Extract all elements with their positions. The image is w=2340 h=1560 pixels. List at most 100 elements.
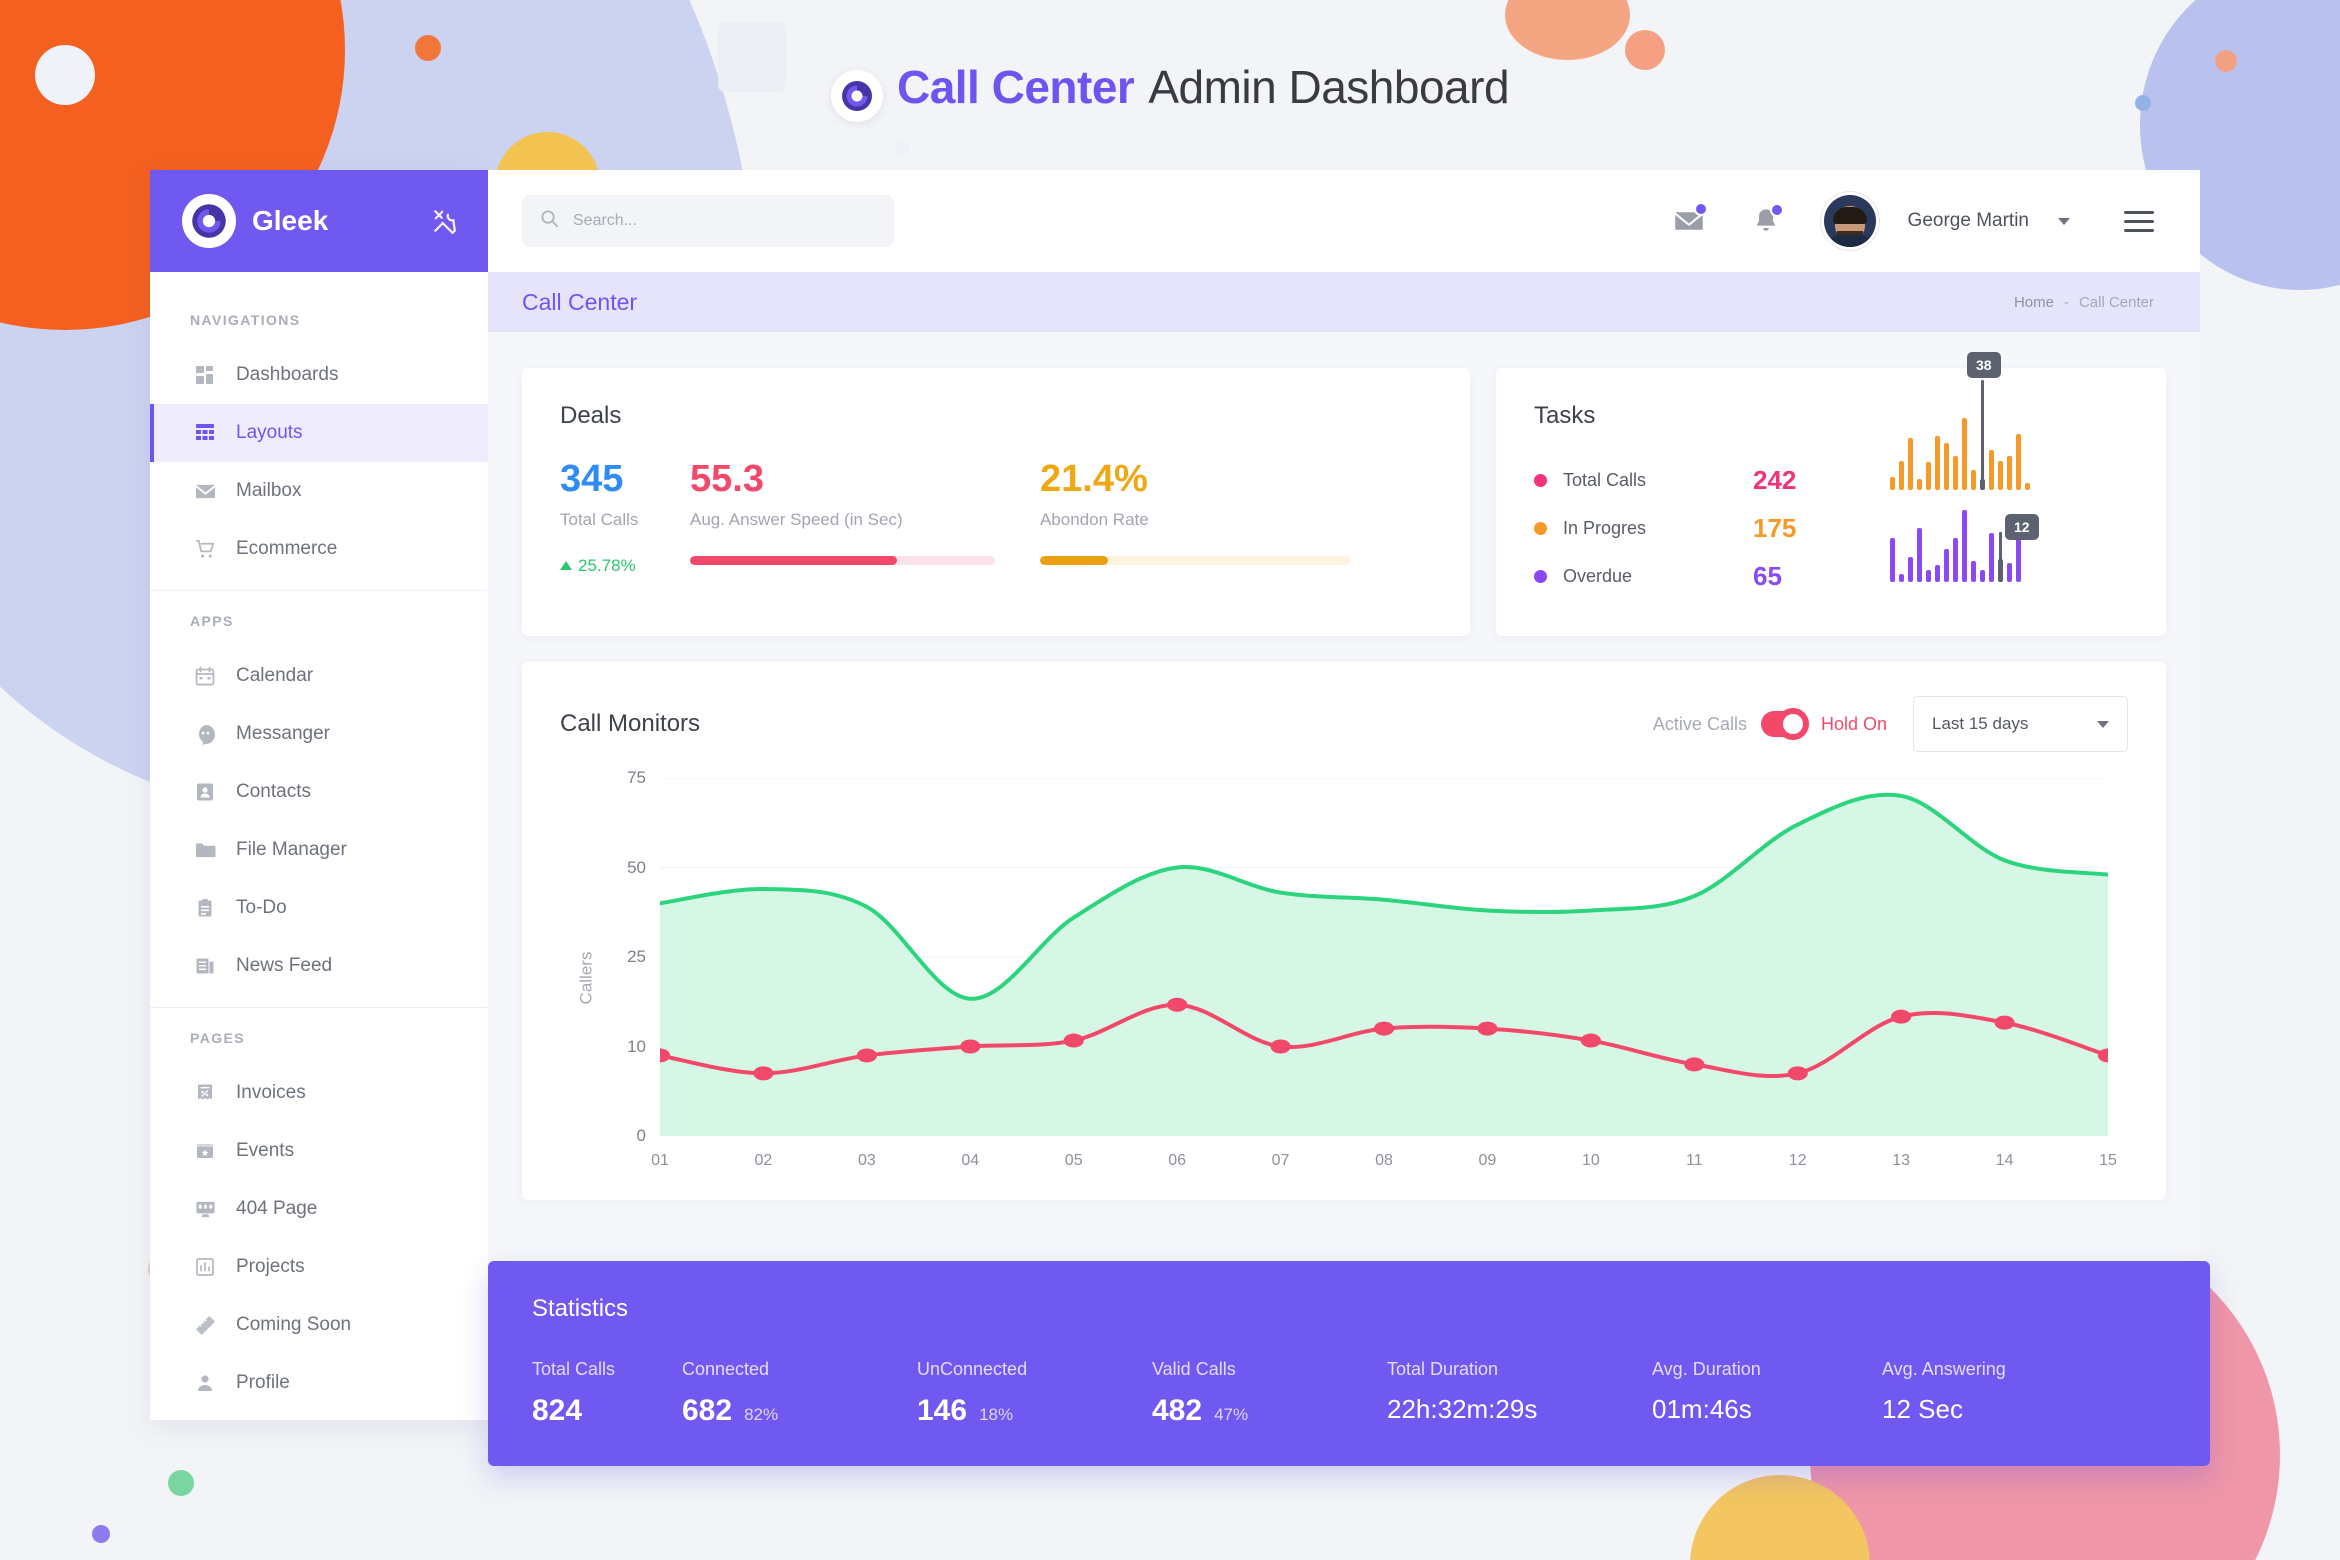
- sidebar-item-label: Events: [236, 1140, 295, 1161]
- sidebar-item-label: Contacts: [236, 781, 311, 802]
- status-dot: [1534, 473, 1547, 487]
- sidebar-item-projects[interactable]: Projects: [150, 1238, 488, 1296]
- sparkline-bar: [1908, 556, 1913, 582]
- breadcrumb-home[interactable]: Home: [2013, 293, 2054, 311]
- chart-x-ticks: 01 02 03 04 05 06 07 08 09 10 11 12 13 14 15: [651, 1144, 2117, 1178]
- stat-avg-duration: Avg. Duration 01m:46s: [1652, 1359, 1882, 1428]
- task-row: In Progres 175: [1534, 504, 2128, 552]
- sparkline-bar: [1935, 564, 1940, 582]
- search-input[interactable]: [573, 212, 876, 230]
- envelope-icon[interactable]: [1670, 202, 1708, 240]
- folder-icon: [194, 839, 216, 861]
- calls-mode-toggle[interactable]: Active Calls Hold On: [1653, 708, 1887, 740]
- tools-icon[interactable]: [432, 208, 458, 234]
- search-icon: [540, 209, 559, 233]
- chart-data-point: [1373, 1021, 1395, 1036]
- sidebar-item-ecommerce[interactable]: Ecommerce: [150, 520, 488, 578]
- avatar[interactable]: [1823, 195, 1876, 247]
- stat-label: Avg. Answering: [1882, 1359, 2006, 1379]
- sidebar-item-label: Calendar: [236, 665, 314, 686]
- sidebar-item-label: 404 Page: [236, 1198, 318, 1219]
- stat-value: 682: [682, 1394, 733, 1427]
- sidebar-item-messanger[interactable]: Messanger: [150, 705, 488, 763]
- sidebar-item-label: Coming Soon: [236, 1314, 352, 1335]
- stat-percent: 18%: [979, 1405, 1014, 1424]
- search-box[interactable]: [522, 195, 894, 247]
- chart-x-tick: 05: [1064, 1152, 1083, 1169]
- sidebar-item-coming-soon[interactable]: Coming Soon: [150, 1296, 488, 1354]
- dot-purple-1: [92, 1525, 110, 1543]
- sidebar-item-label: Dashboards: [236, 364, 339, 385]
- call-monitors-chart: Callers 0 10 25 50 75 01 02 03 04 05 06 07 08 09 10 11…: [560, 768, 2128, 1178]
- status-dot: [1534, 569, 1547, 583]
- sidebar-item-label: News Feed: [236, 955, 333, 976]
- breadcrumb: Home - Call Center: [2014, 294, 2154, 311]
- toggle-switch[interactable]: [1760, 708, 1809, 740]
- cart-icon: [194, 538, 216, 560]
- chart-data-point: [1167, 997, 1188, 1012]
- sparkline-bar: [1998, 460, 2003, 490]
- stat-valid-calls: Valid Calls 482 47%: [1152, 1359, 1387, 1428]
- grey-square: [718, 22, 786, 92]
- chart-area-fill: [660, 794, 2108, 1136]
- chart-data-point: [1994, 1015, 2015, 1030]
- sidebar-brand[interactable]: Gleek: [150, 170, 488, 272]
- sparkline-bar: [1962, 510, 1967, 582]
- sidebar-nav: NAVIGATIONS Dashboards Layouts Mailbox: [150, 272, 488, 1420]
- chart-x-tick: 08: [1375, 1152, 1393, 1169]
- bell-icon[interactable]: [1748, 203, 1784, 239]
- hamburger-icon[interactable]: [2124, 210, 2154, 232]
- chart-data-point: [1063, 1033, 1084, 1048]
- sidebar-item-layouts[interactable]: Layouts: [150, 404, 488, 462]
- deals-card: Deals 345 Total Calls 25.78%: [522, 368, 1470, 636]
- table-icon: [194, 422, 216, 444]
- sidebar-item-events[interactable]: Events: [150, 1122, 488, 1180]
- sparkline-overdue: [1890, 504, 2120, 582]
- sparkline-bar: [1962, 418, 1967, 490]
- sparkline-bar: [1953, 538, 1958, 582]
- sidebar-item-invoices[interactable]: Invoices: [150, 1064, 488, 1122]
- sidebar-item-404-page[interactable]: 404 Page: [150, 1180, 488, 1238]
- sparkline-bar: [2016, 531, 2021, 582]
- page-title-rest: Admin Dashboard: [1148, 61, 1510, 113]
- chart-x-tick: 07: [1271, 1152, 1290, 1169]
- sparkline-needle-top: [1981, 380, 1984, 484]
- chart-series-line: [660, 795, 2108, 999]
- sidebar-item-label: To-Do: [236, 897, 287, 918]
- sparkline-bar: [2016, 433, 2021, 490]
- brand-name: Gleek: [252, 205, 329, 236]
- chevron-down-icon[interactable]: [2058, 217, 2070, 225]
- sidebar-item-file-manager[interactable]: File Manager: [150, 821, 488, 879]
- sparkline-bar: [1908, 438, 1913, 490]
- sidebar: Gleek NAVIGATIONS Dashboards: [150, 170, 488, 1420]
- sparkline-bar: [1917, 478, 1922, 490]
- deal-label: Total Calls: [560, 509, 639, 529]
- sidebar-item-contacts[interactable]: Contacts: [150, 763, 488, 821]
- deal-label: Aug. Answer Speed (in Sec): [690, 509, 903, 529]
- sidebar-item-dashboards[interactable]: Dashboards: [150, 346, 488, 404]
- toggle-on-label: Hold On: [1820, 713, 1887, 734]
- sparkline-bar: [1899, 574, 1904, 582]
- chart-x-tick: 11: [1685, 1152, 1703, 1169]
- triangle-up-icon: [560, 561, 572, 571]
- dot-blue-1: [2135, 95, 2151, 111]
- chart-data-point: [1787, 1066, 1808, 1081]
- stat-label: Total Calls: [532, 1359, 616, 1379]
- sidebar-item-profile[interactable]: Profile: [150, 1354, 488, 1412]
- chart-y-tick: 10: [627, 1036, 646, 1056]
- user-name[interactable]: George Martin: [1907, 210, 2029, 231]
- clipboard-icon: [194, 897, 216, 919]
- chart-y-tick: 25: [627, 947, 646, 966]
- deals-title: Deals: [560, 402, 622, 429]
- sidebar-item-news-feed[interactable]: News Feed: [150, 937, 488, 995]
- sidebar-item-mailbox[interactable]: Mailbox: [150, 462, 488, 520]
- chart-x-tick: 03: [857, 1152, 876, 1169]
- breadcrumb-bar: Call Center Home - Call Center: [488, 272, 2200, 332]
- sidebar-item-calendar[interactable]: Calendar: [150, 647, 488, 705]
- sparkline-bar: [2007, 562, 2012, 582]
- brand-logo-icon: [182, 194, 236, 248]
- sidebar-item-to-do[interactable]: To-Do: [150, 879, 488, 937]
- chart-x-tick: 06: [1168, 1152, 1187, 1169]
- date-range-select[interactable]: Last 15 days: [1913, 696, 2128, 752]
- calendar-icon: [194, 665, 216, 687]
